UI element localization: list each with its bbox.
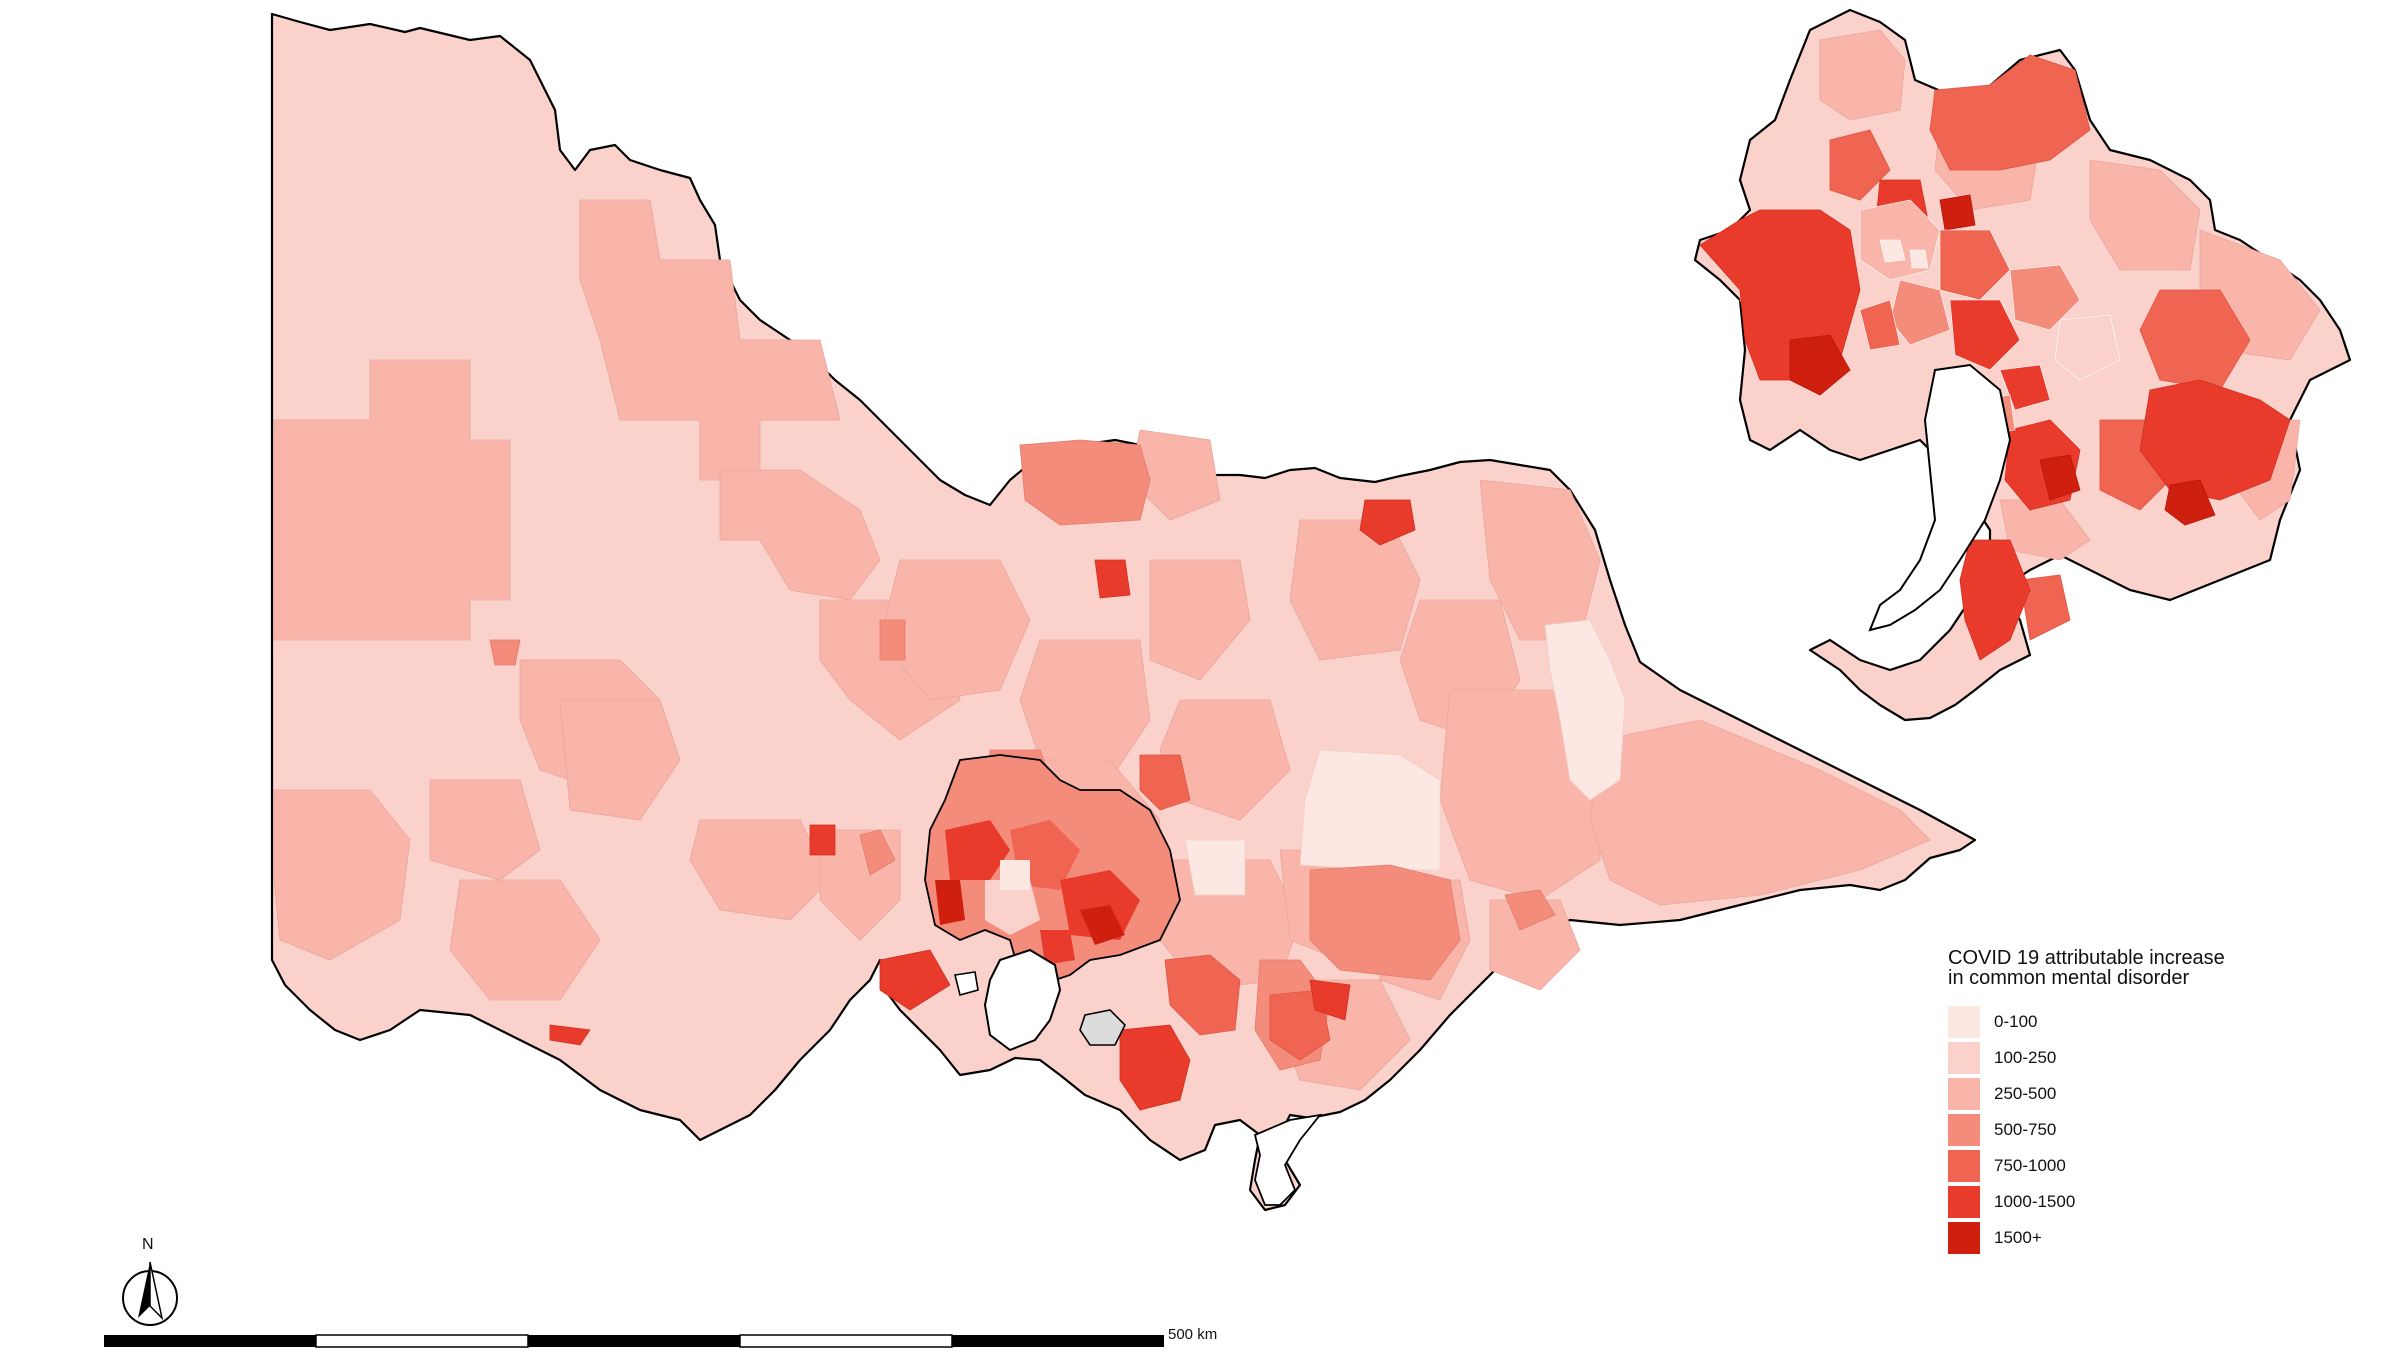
legend-item: 250-500 <box>1948 1076 2308 1112</box>
scale-bar <box>104 1334 1164 1348</box>
legend-swatch <box>1948 1114 1980 1146</box>
scale-bar-label: 500 km <box>1168 1326 1218 1343</box>
legend-item: 0-100 <box>1948 1004 2308 1040</box>
regions-250-500 <box>273 199 1931 1091</box>
legend-swatch <box>1948 1150 1980 1182</box>
legend-label: 1000-1500 <box>1994 1192 2076 1211</box>
legend-item: 750-1000 <box>1948 1148 2308 1184</box>
north-arrow-label: N <box>142 1236 154 1253</box>
map-legend: COVID 19 attributable increase in common… <box>1948 948 2308 1256</box>
melbourne-metro-cluster <box>924 754 1181 986</box>
legend-item: 1500+ <box>1948 1220 2308 1256</box>
corio-bay <box>954 971 979 996</box>
inset-port-phillip-bay <box>1868 363 2012 632</box>
french-island <box>1079 1009 1126 1046</box>
legend-swatch <box>1948 1042 1980 1074</box>
legend-items: 0-100 100-250 250-500 500-750 750-1000 1… <box>1948 1004 2308 1256</box>
legend-title-line-2: in common mental disorder <box>1948 967 2190 989</box>
regions-0-100 <box>1184 619 1626 896</box>
legend-title-line-1: COVID 19 attributable increase <box>1948 947 2225 969</box>
legend-label: 0-100 <box>1994 1012 2038 1031</box>
regions-750-1000 <box>1139 754 1331 1061</box>
victoria-state-map <box>270 12 1977 1212</box>
inset-regions-1500plus <box>1789 194 2216 526</box>
legend-item: 100-250 <box>1948 1040 2308 1076</box>
legend-label: 250-500 <box>1994 1084 2057 1103</box>
legend-label: 100-250 <box>1994 1048 2057 1067</box>
legend-swatch <box>1948 1006 1980 1038</box>
wilsons-promontory <box>1253 1113 1323 1206</box>
legend-swatch <box>1948 1186 1980 1218</box>
legend-item: 500-750 <box>1948 1112 2308 1148</box>
legend-label: 750-1000 <box>1994 1156 2066 1175</box>
regions-1000-1500 <box>549 499 1416 1111</box>
legend-swatch <box>1948 1222 1980 1254</box>
melbourne-inset-map <box>1693 8 2352 722</box>
legend-label: 500-750 <box>1994 1120 2057 1139</box>
port-phillip-bay <box>983 948 1062 1052</box>
legend-swatch <box>1948 1078 1980 1110</box>
legend-label: 1500+ <box>1994 1228 2042 1247</box>
north-arrow-icon <box>122 1261 178 1326</box>
legend-item: 1000-1500 <box>1948 1184 2308 1220</box>
